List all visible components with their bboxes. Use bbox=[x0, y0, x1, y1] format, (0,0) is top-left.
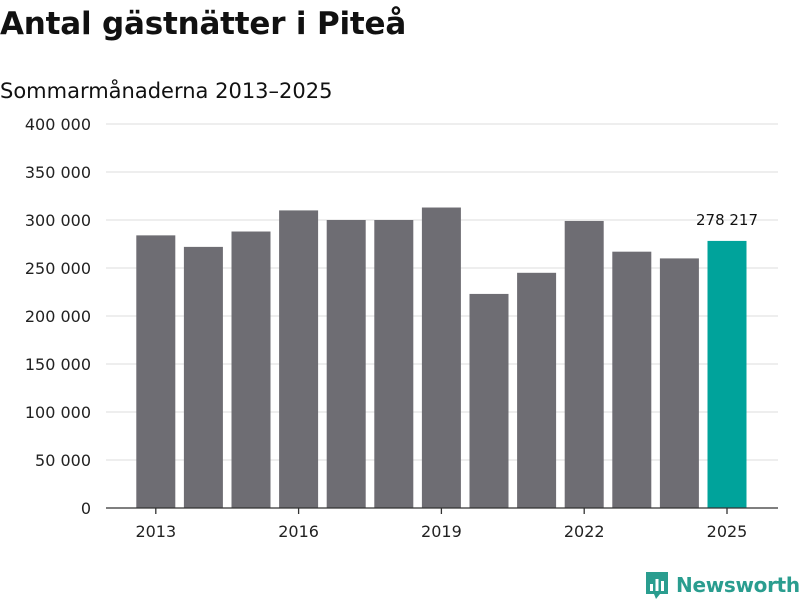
bar bbox=[517, 272, 557, 508]
x-tick-label: 2016 bbox=[278, 522, 319, 541]
bar bbox=[231, 231, 271, 508]
brand-name: Newsworthy bbox=[676, 573, 800, 597]
bar bbox=[707, 240, 747, 508]
chart-title: Antal gästnätter i Piteå bbox=[0, 6, 407, 42]
y-tick-label: 150 000 bbox=[25, 355, 91, 374]
bar bbox=[374, 220, 414, 508]
x-tick-label: 2022 bbox=[564, 522, 605, 541]
y-tick-label: 50 000 bbox=[35, 451, 91, 470]
y-tick-label: 0 bbox=[81, 499, 91, 518]
bar bbox=[659, 258, 699, 508]
bar-chart: 0 50 000 100 000 150 000 200 000 250 000 300 0… bbox=[25, 115, 778, 541]
x-tick-label: 2013 bbox=[135, 522, 176, 541]
bar bbox=[326, 220, 366, 508]
bar bbox=[136, 235, 176, 509]
x-tick-label: 2025 bbox=[707, 522, 748, 541]
newsworthy-logo-icon bbox=[646, 572, 668, 599]
bar bbox=[279, 210, 319, 508]
y-tick-label: 400 000 bbox=[25, 115, 91, 134]
bar bbox=[564, 220, 604, 508]
y-tick-label: 200 000 bbox=[25, 307, 91, 326]
bar bbox=[183, 246, 223, 508]
y-tick-label: 250 000 bbox=[25, 259, 91, 278]
y-tick-label: 300 000 bbox=[25, 211, 91, 230]
y-tick-label: 350 000 bbox=[25, 163, 91, 182]
bar bbox=[421, 207, 461, 508]
bar bbox=[612, 251, 652, 508]
y-tick-label: 100 000 bbox=[25, 403, 91, 422]
chart-subtitle: Sommarmånaderna 2013–2025 bbox=[0, 79, 333, 103]
data-label: 278 217 bbox=[696, 211, 758, 229]
x-tick-label: 2019 bbox=[421, 522, 462, 541]
bar bbox=[469, 293, 509, 508]
brand-logo: Newsworthy bbox=[644, 569, 800, 601]
